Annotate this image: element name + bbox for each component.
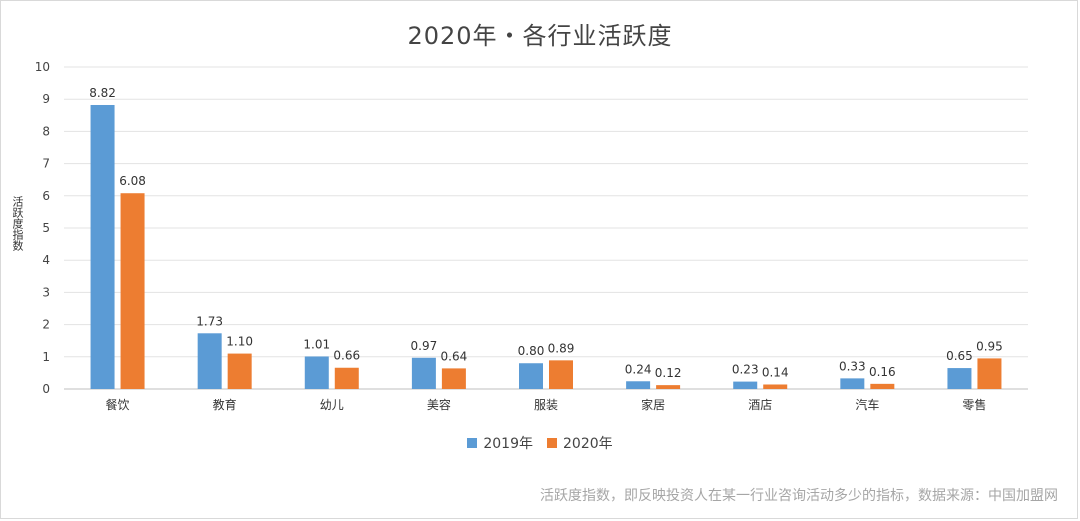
y-tick-label: 9 — [42, 92, 50, 106]
x-category-label: 美容 — [427, 397, 451, 412]
y-tick-label: 4 — [42, 253, 50, 267]
y-tick-label: 3 — [42, 285, 50, 299]
x-category-label: 酒店 — [748, 398, 772, 412]
x-category-label: 零售 — [962, 397, 986, 412]
legend-swatch-2019 — [467, 438, 478, 448]
data-label: 1.01 — [303, 337, 330, 351]
data-label: 6.08 — [119, 174, 146, 188]
bar-2020 — [549, 360, 573, 389]
data-label: 0.23 — [732, 363, 759, 377]
bar-2019 — [626, 381, 651, 389]
x-category-label: 幼儿 — [320, 398, 344, 412]
bars — [90, 104, 1002, 389]
y-tick-label: 8 — [42, 124, 50, 138]
legend-item-2020: 2020年 — [547, 433, 613, 453]
bar-2019 — [197, 333, 222, 389]
y-tick-label: 7 — [42, 157, 50, 171]
data-label: 0.89 — [548, 341, 575, 355]
data-label: 0.97 — [411, 339, 438, 353]
bar-2019 — [90, 104, 115, 389]
bar-2020 — [120, 193, 145, 389]
data-label: 8.82 — [89, 86, 116, 100]
x-category-label: 服装 — [534, 398, 558, 412]
y-axis-ticks: 0 1 2 3 4 5 6 7 8 9 10 — [35, 60, 50, 396]
x-category-label: 餐饮 — [106, 397, 130, 412]
x-axis-categories: 餐饮 教育 幼儿 美容 服装 家居 酒店 汽车 零售 — [106, 397, 987, 412]
bar-2019 — [840, 378, 865, 389]
bar-2020 — [656, 385, 681, 389]
bar-2020 — [227, 353, 252, 389]
data-label: 1.10 — [226, 335, 253, 349]
x-category-label: 家居 — [641, 397, 665, 412]
data-label: 0.95 — [976, 339, 1003, 353]
y-tick-label: 0 — [42, 382, 50, 396]
data-label: 0.14 — [762, 365, 789, 379]
data-label: 1.73 — [196, 314, 223, 328]
legend: 2019年 2020年 — [0, 433, 1080, 453]
bar-2020 — [870, 383, 895, 389]
y-tick-label: 1 — [42, 350, 50, 364]
data-label: 0.16 — [869, 365, 896, 379]
legend-swatch-2020 — [547, 438, 557, 448]
data-label: 0.12 — [655, 366, 682, 380]
legend-item-2019: 2019年 — [467, 433, 533, 453]
bar-2019 — [947, 368, 972, 389]
x-category-label: 汽车 — [855, 397, 879, 412]
data-label: 0.80 — [518, 344, 545, 358]
bar-2020 — [977, 358, 1002, 389]
bar-2020 — [334, 367, 359, 389]
footnote: 活跃度指数，即反映投资人在某一行业咨询活动多少的指标，数据来源：中国加盟网 — [540, 488, 1058, 504]
x-category-label: 教育 — [213, 397, 237, 412]
y-tick-label: 10 — [35, 60, 50, 74]
y-tick-label: 2 — [42, 318, 50, 332]
bar-2020 — [763, 384, 788, 389]
gridlines — [64, 66, 1028, 390]
bar-2019 — [411, 357, 436, 389]
y-tick-label: 5 — [42, 221, 50, 235]
data-label: 0.65 — [946, 349, 973, 363]
bar-2020 — [441, 368, 466, 389]
bar-2019 — [733, 381, 758, 389]
bar-2019 — [304, 356, 329, 389]
legend-label-2019: 2019年 — [483, 436, 533, 452]
chart-title: 2020年・各行业活跃度 — [407, 22, 673, 50]
y-tick-label: 6 — [42, 189, 50, 203]
bar-2019 — [519, 363, 543, 389]
data-label: 0.33 — [839, 359, 866, 373]
data-labels: 8.82 6.08 1.731.10 1.010.66 0.970.64 0.80 0.89… — [89, 86, 1003, 380]
data-label: 0.66 — [333, 349, 360, 363]
legend-label-2020: 2020年 — [563, 436, 613, 452]
data-label: 0.64 — [441, 349, 468, 363]
data-label: 0.24 — [625, 362, 652, 376]
y-axis-label: 活跃度指数 — [11, 196, 24, 251]
